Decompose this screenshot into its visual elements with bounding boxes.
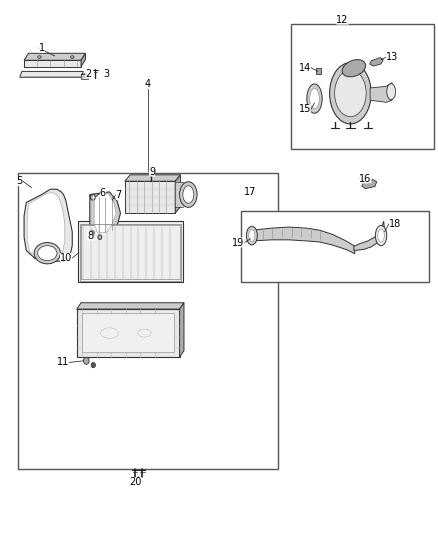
Bar	[81, 225, 180, 279]
Text: 18: 18	[389, 219, 401, 229]
Polygon shape	[125, 175, 180, 181]
Text: 17: 17	[244, 187, 257, 197]
Text: 2: 2	[85, 69, 92, 78]
Bar	[82, 313, 174, 352]
Ellipse shape	[387, 84, 396, 100]
Polygon shape	[175, 175, 180, 213]
Polygon shape	[252, 227, 355, 254]
Polygon shape	[370, 83, 392, 102]
Text: 10: 10	[60, 253, 72, 263]
Polygon shape	[362, 180, 377, 189]
Ellipse shape	[335, 70, 366, 117]
Ellipse shape	[91, 362, 95, 368]
Text: 8: 8	[87, 231, 93, 240]
Text: 11: 11	[57, 358, 69, 367]
Bar	[316, 68, 321, 74]
Ellipse shape	[90, 230, 94, 236]
Text: 6: 6	[100, 188, 106, 198]
Text: 4: 4	[145, 79, 151, 89]
Text: 9: 9	[149, 167, 155, 176]
Text: 3: 3	[103, 69, 109, 78]
Polygon shape	[20, 71, 83, 77]
Polygon shape	[354, 221, 385, 251]
Text: 14: 14	[299, 63, 311, 72]
Ellipse shape	[38, 246, 57, 261]
Ellipse shape	[246, 226, 257, 245]
Ellipse shape	[180, 182, 197, 207]
Polygon shape	[370, 58, 383, 66]
Polygon shape	[90, 192, 120, 236]
Bar	[18, 173, 278, 469]
Polygon shape	[77, 303, 184, 309]
Ellipse shape	[71, 56, 74, 58]
Polygon shape	[24, 60, 81, 67]
Text: 20: 20	[130, 478, 142, 487]
Text: 15: 15	[299, 104, 311, 114]
Ellipse shape	[307, 84, 322, 114]
Ellipse shape	[34, 243, 60, 264]
Ellipse shape	[38, 56, 41, 58]
Ellipse shape	[98, 235, 102, 240]
Text: 16: 16	[359, 174, 371, 183]
Text: 19: 19	[232, 238, 244, 247]
Polygon shape	[24, 53, 85, 60]
Ellipse shape	[375, 225, 387, 246]
Bar	[78, 221, 183, 282]
Ellipse shape	[183, 186, 194, 204]
Ellipse shape	[330, 63, 371, 124]
Ellipse shape	[249, 230, 255, 241]
Bar	[125, 181, 175, 213]
Ellipse shape	[310, 88, 319, 109]
Bar	[175, 182, 189, 207]
Text: 1: 1	[39, 43, 45, 53]
Polygon shape	[27, 193, 65, 257]
Text: 13: 13	[386, 52, 399, 62]
Polygon shape	[180, 303, 184, 357]
Ellipse shape	[90, 195, 95, 200]
Ellipse shape	[83, 358, 89, 365]
Text: 5: 5	[17, 176, 23, 186]
Bar	[80, 224, 181, 281]
Bar	[291, 24, 434, 149]
Bar	[241, 211, 429, 282]
Polygon shape	[94, 193, 116, 233]
Text: 12: 12	[336, 15, 349, 25]
Bar	[81, 74, 88, 79]
Ellipse shape	[378, 229, 385, 242]
Text: 7: 7	[116, 190, 122, 200]
Polygon shape	[81, 53, 85, 67]
Polygon shape	[24, 189, 72, 261]
Bar	[77, 309, 180, 357]
Ellipse shape	[342, 60, 366, 77]
